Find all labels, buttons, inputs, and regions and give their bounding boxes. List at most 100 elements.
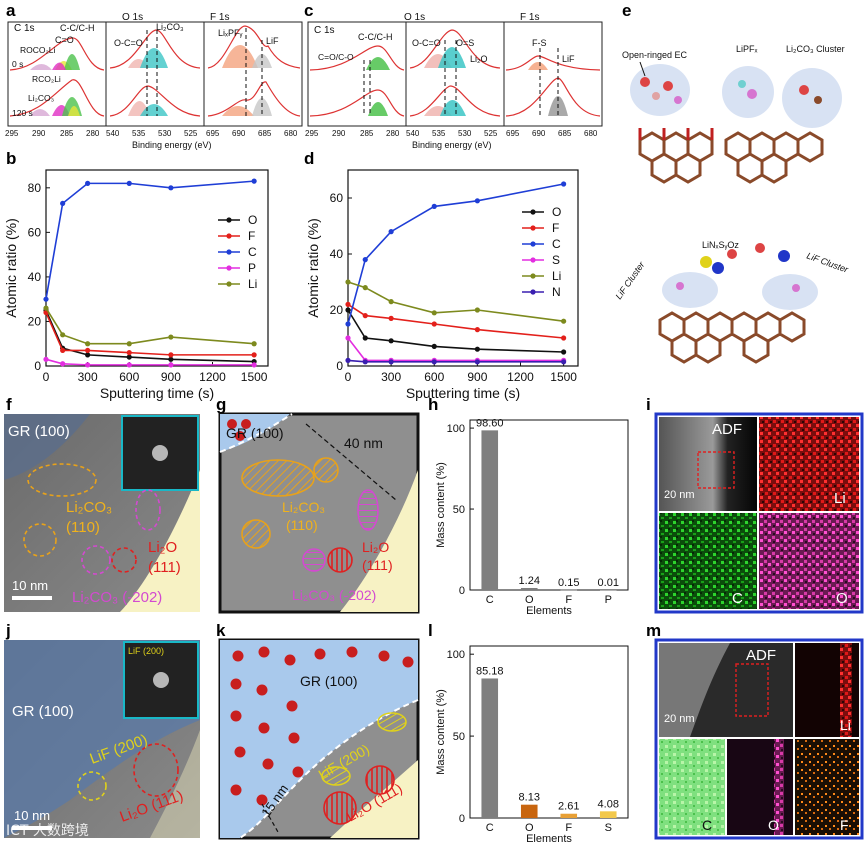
legend-marker-C bbox=[226, 249, 232, 255]
atom-n bbox=[712, 262, 724, 274]
k-atom bbox=[256, 794, 268, 806]
panel-label-h: h bbox=[428, 395, 438, 414]
xps-c-f-frame bbox=[503, 21, 603, 127]
xps-a-ticks: 295 290 285 280 540 535 530 525 695 690 … bbox=[5, 129, 298, 138]
i-o-map bbox=[759, 513, 859, 609]
data-point-F bbox=[251, 352, 257, 358]
data-point-Li bbox=[474, 307, 480, 313]
data-point-P bbox=[126, 362, 132, 368]
g-li2co3-202-grain bbox=[357, 489, 379, 531]
panel-m: m ADF 20 nm Li C O F bbox=[646, 621, 864, 840]
legend-marker-Li bbox=[530, 273, 536, 279]
panel-i: i ADF 20 nm Li C O bbox=[646, 395, 864, 614]
panel-label-i: i bbox=[646, 395, 651, 414]
g-label-li2o-b: (111) bbox=[362, 557, 393, 573]
xps-c-otick: 525 bbox=[484, 129, 498, 138]
data-point-F bbox=[60, 347, 66, 354]
bar-value-label: 2.61 bbox=[558, 801, 579, 813]
xps-c-ctick: 290 bbox=[332, 129, 346, 138]
data-point-Li bbox=[168, 334, 174, 340]
g-atom bbox=[227, 419, 237, 429]
legend-label-S: S bbox=[552, 253, 560, 267]
panel-label-b: b bbox=[6, 149, 16, 168]
f-label-li2o-a: Li₂O bbox=[148, 539, 177, 556]
data-point-O bbox=[168, 356, 174, 362]
atom-o bbox=[727, 249, 737, 259]
xps-a-fit-line bbox=[109, 85, 201, 117]
g-li2co3-grain bbox=[241, 459, 315, 497]
data-point-C bbox=[126, 180, 132, 186]
legend-label-N: N bbox=[552, 285, 561, 299]
series-line-O bbox=[347, 309, 564, 353]
xps-a-label-lif: LiF bbox=[266, 36, 279, 46]
data-point-O bbox=[126, 354, 132, 360]
i-roi bbox=[697, 451, 735, 489]
y-tick-label: 50 bbox=[453, 504, 465, 516]
xps-a-peak bbox=[68, 106, 80, 116]
x-tick-label: 900 bbox=[467, 370, 487, 384]
data-point-F bbox=[431, 321, 437, 327]
data-point-O bbox=[362, 335, 368, 341]
xps-a-c1s-title: C 1s bbox=[14, 23, 35, 34]
xps-c-xlabel: Binding energy (eV) bbox=[412, 140, 492, 150]
panel-a: a C 1s O 1s F 1s bbox=[5, 1, 303, 150]
x-tick-label: 900 bbox=[161, 370, 181, 384]
series-line-P bbox=[45, 358, 255, 366]
xps-a-ctick: 280 bbox=[86, 129, 100, 138]
y-tick-label: 20 bbox=[330, 303, 344, 317]
data-point-C bbox=[251, 178, 257, 184]
xps-c-label-lif: LiF bbox=[562, 54, 575, 64]
f-label-gr: GR (100) bbox=[8, 423, 70, 440]
legend-label-F: F bbox=[552, 221, 559, 235]
data-point-C bbox=[388, 229, 394, 235]
x-category-label: F bbox=[565, 594, 572, 606]
panel-label-m: m bbox=[646, 621, 661, 640]
k-distance-line bbox=[261, 803, 279, 833]
k-atom bbox=[286, 700, 298, 712]
j-label-scale: 10 nm bbox=[14, 808, 50, 823]
bar-P bbox=[599, 589, 617, 591]
xps-c-ftick: 680 bbox=[584, 129, 598, 138]
f-label-li2co3-a: Li₂CO₃ bbox=[66, 499, 112, 516]
bar-value-label: 98.60 bbox=[476, 417, 504, 429]
panel-label-d: d bbox=[304, 149, 314, 168]
j-label-gr: GR (100) bbox=[12, 703, 74, 720]
plot-frame bbox=[469, 645, 629, 819]
data-point-F bbox=[126, 350, 132, 356]
y-axis-label: Mass content (%) bbox=[435, 689, 447, 775]
atom-li bbox=[676, 282, 684, 290]
f-label-li2co3-b: (110) bbox=[66, 519, 100, 536]
data-point-C bbox=[362, 257, 368, 263]
data-point-O bbox=[345, 307, 351, 313]
m-c-map bbox=[659, 739, 725, 835]
legend-marker-C bbox=[530, 241, 536, 247]
panel-g: g GR (100) 40 nm Li₂CO₃ (110) Li₂O (111)… bbox=[216, 395, 420, 614]
data-point-F bbox=[474, 327, 480, 333]
k-atom bbox=[256, 684, 268, 696]
legend-marker-O bbox=[530, 209, 536, 215]
region-li2co3-110 bbox=[27, 463, 97, 497]
k-atom bbox=[262, 758, 274, 770]
graphite-lattice-right bbox=[724, 131, 824, 184]
y-tick-label: 20 bbox=[28, 314, 42, 328]
xps-a-otick: 540 bbox=[106, 129, 120, 138]
chart-d: d 0 300 600 900 1200 1500 0 20 40 60 Sputtering ti… bbox=[304, 149, 579, 401]
k-atom bbox=[292, 766, 304, 778]
g-label-li2co3-a: Li₂CO₃ bbox=[282, 499, 325, 515]
i-label-scale: 20 nm bbox=[664, 489, 695, 501]
data-point-P bbox=[60, 361, 66, 367]
xps-a-label-ceo: C=O bbox=[55, 35, 74, 45]
xps-c-ctick: 295 bbox=[305, 129, 319, 138]
xps-a-fit-line bbox=[9, 79, 105, 117]
y-tick-label: 0 bbox=[459, 585, 465, 597]
xps-c-peak bbox=[366, 57, 390, 70]
region-li2co3-202 bbox=[135, 489, 161, 531]
fft-center bbox=[152, 445, 168, 461]
electrolyte-region-j bbox=[150, 730, 200, 838]
i-label-adf: ADF bbox=[712, 421, 742, 438]
panel-f: f GR (100) Li₂CO₃ (110) Li₂O (111) Li₂CO… bbox=[4, 395, 200, 612]
data-point-C bbox=[60, 200, 66, 207]
scale-bar-j bbox=[12, 826, 52, 830]
m-label-li: Li bbox=[840, 717, 851, 733]
m-label-o: O bbox=[768, 817, 779, 833]
